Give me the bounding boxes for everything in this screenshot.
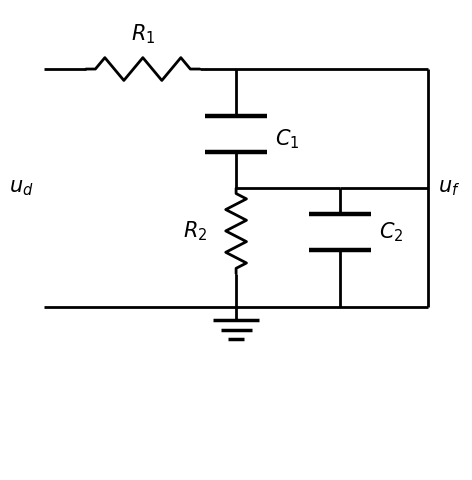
Text: $R_2$: $R_2$ — [183, 219, 208, 243]
Text: $C_2$: $C_2$ — [379, 220, 403, 244]
Text: $R_1$: $R_1$ — [131, 22, 155, 46]
Text: $u_f$: $u_f$ — [438, 179, 460, 198]
Text: $C_1$: $C_1$ — [275, 127, 299, 151]
Text: $u_d$: $u_d$ — [9, 179, 34, 198]
